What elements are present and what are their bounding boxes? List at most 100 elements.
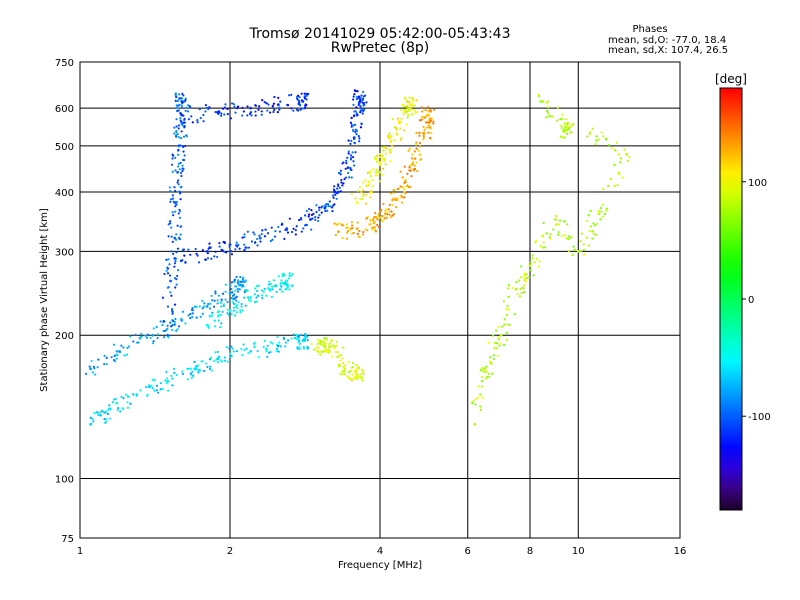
- data-point: [195, 316, 198, 319]
- data-point: [621, 176, 624, 179]
- data-point: [539, 100, 542, 103]
- data-point: [529, 269, 532, 272]
- data-point: [416, 170, 419, 173]
- data-point: [494, 329, 498, 332]
- data-point: [352, 103, 355, 106]
- data-point: [297, 335, 301, 338]
- phases-heading: Phases: [632, 24, 668, 35]
- data-point: [378, 161, 382, 165]
- data-point: [126, 401, 129, 404]
- data-point: [389, 151, 392, 154]
- data-point: [520, 291, 523, 295]
- data-point: [229, 352, 232, 355]
- data-point: [196, 121, 199, 124]
- data-point: [432, 122, 435, 125]
- data-point: [566, 124, 569, 127]
- data-point: [358, 186, 361, 189]
- data-point: [378, 212, 381, 215]
- data-point: [192, 374, 195, 377]
- data-point: [534, 239, 538, 243]
- data-point: [325, 202, 328, 206]
- data-point: [310, 209, 313, 212]
- data-point: [337, 222, 340, 225]
- data-point: [422, 138, 425, 141]
- data-point: [180, 120, 184, 124]
- data-point: [181, 169, 184, 172]
- data-point: [255, 285, 259, 288]
- data-point: [571, 253, 574, 257]
- data-point: [166, 377, 169, 380]
- data-point: [172, 252, 175, 255]
- data-point: [114, 397, 117, 401]
- data-point: [200, 360, 203, 363]
- data-point: [91, 371, 95, 374]
- data-point: [246, 105, 249, 108]
- data-point: [173, 262, 177, 265]
- data-point: [291, 273, 294, 276]
- data-point: [232, 309, 235, 312]
- data-point: [391, 144, 394, 148]
- data-point: [164, 379, 167, 382]
- data-point: [366, 229, 369, 232]
- data-point: [315, 346, 319, 349]
- data-point: [383, 159, 386, 162]
- data-point: [369, 191, 372, 194]
- data-point: [295, 337, 299, 341]
- data-point: [309, 218, 312, 221]
- data-point: [122, 396, 125, 400]
- data-point: [347, 150, 350, 153]
- data-point: [355, 227, 359, 231]
- data-point: [210, 294, 213, 298]
- data-point: [184, 109, 187, 112]
- data-point: [336, 230, 340, 234]
- data-point: [328, 200, 331, 203]
- data-point: [261, 296, 264, 300]
- data-point: [352, 124, 355, 127]
- data-point: [579, 240, 582, 243]
- data-point: [240, 305, 243, 308]
- data-point: [178, 168, 181, 171]
- data-point: [279, 100, 282, 103]
- data-point: [210, 369, 213, 372]
- data-point: [427, 113, 430, 117]
- data-point: [298, 347, 301, 350]
- data-point: [357, 134, 360, 138]
- data-point: [491, 334, 495, 337]
- data-point: [542, 221, 545, 225]
- colorbar: 100 0 -100 [deg]: [715, 72, 771, 511]
- data-point: [161, 323, 164, 327]
- data-point: [323, 345, 327, 349]
- data-point: [232, 306, 235, 309]
- data-point: [357, 96, 360, 100]
- data-point: [423, 128, 426, 131]
- data-point: [159, 320, 162, 323]
- data-point: [347, 226, 350, 230]
- data-point: [276, 344, 280, 348]
- data-point: [418, 131, 421, 134]
- data-point: [556, 106, 560, 109]
- data-point: [513, 313, 516, 316]
- data-point: [361, 379, 364, 382]
- data-point: [300, 92, 303, 95]
- data-point: [605, 207, 609, 210]
- data-point: [352, 231, 355, 235]
- data-point: [395, 127, 398, 130]
- y-tick-label: 100: [55, 475, 74, 486]
- data-point: [209, 246, 212, 249]
- data-point: [173, 132, 176, 135]
- data-point: [233, 105, 236, 109]
- data-point: [286, 104, 290, 107]
- data-point: [294, 233, 297, 236]
- data-point: [260, 110, 263, 113]
- data-point: [413, 164, 416, 167]
- data-point: [352, 136, 356, 140]
- data-point: [338, 359, 341, 362]
- data-point: [253, 300, 257, 304]
- data-point: [483, 367, 487, 371]
- data-point: [219, 301, 222, 304]
- data-point: [533, 261, 536, 264]
- data-point: [325, 337, 328, 340]
- data-point: [574, 248, 577, 251]
- data-point: [347, 229, 350, 233]
- data-point: [306, 339, 309, 342]
